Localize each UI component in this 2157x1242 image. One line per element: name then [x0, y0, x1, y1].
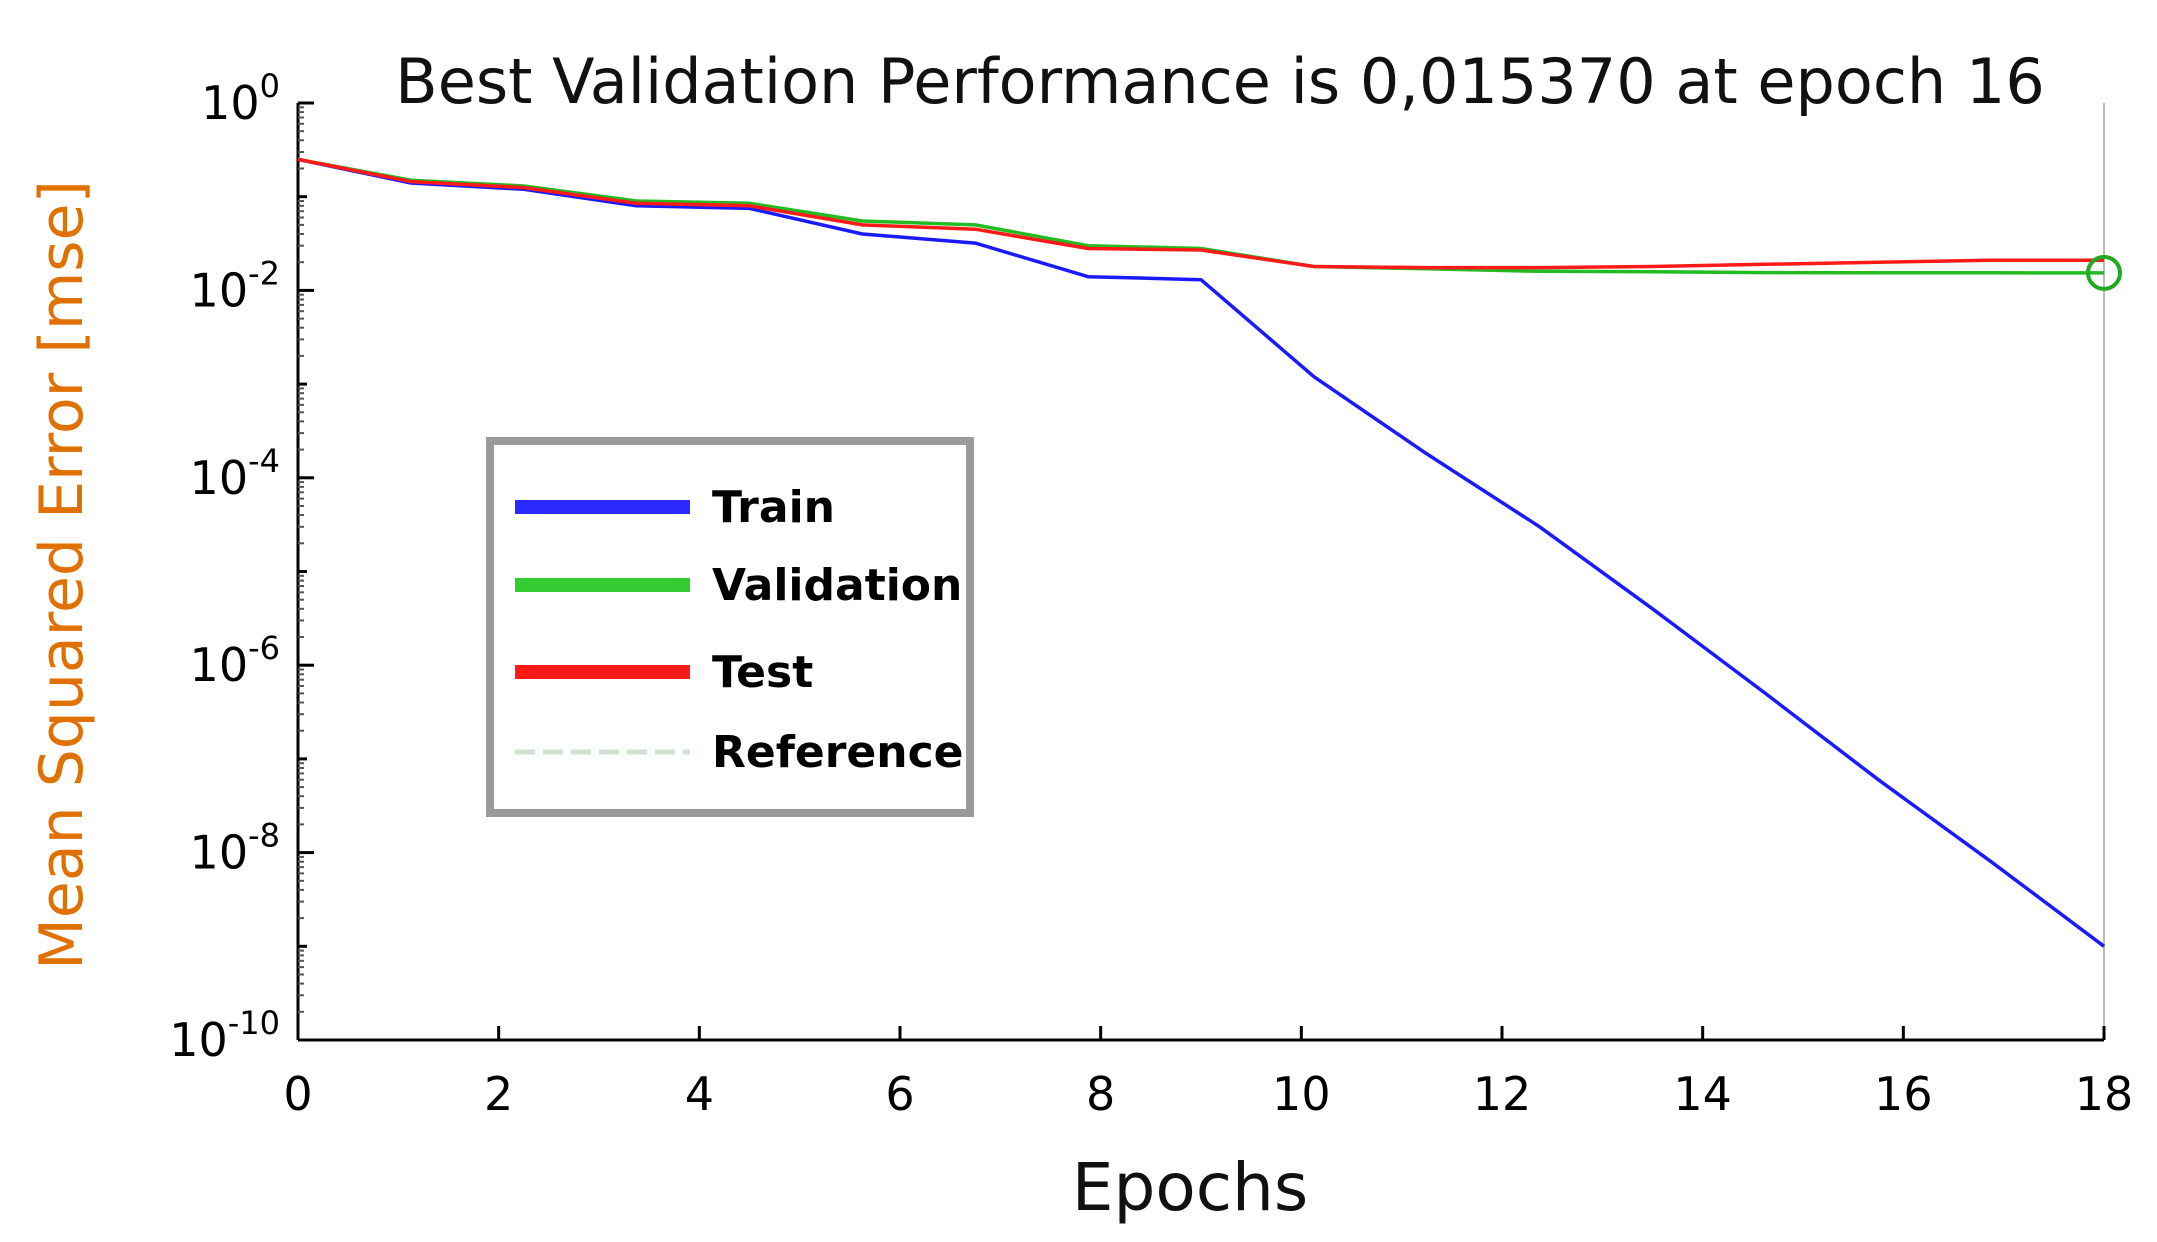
legend-label-reference: Reference: [712, 727, 964, 778]
x-tick-label: 4: [685, 1067, 714, 1121]
x-tick-label: 10: [1272, 1067, 1331, 1121]
y-tick-label: 10-6: [190, 629, 280, 692]
y-tick-label: 10-4: [190, 442, 280, 505]
x-tick-label: 0: [283, 1067, 312, 1121]
axis-ticks: [296, 101, 2106, 1042]
series-lines: [297, 157, 2106, 948]
chart-title: Best Validation Performance is 0,015370 …: [395, 45, 2045, 118]
best-point-markers: [2086, 254, 2122, 291]
series-line-train: [297, 157, 2106, 948]
y-axis-label: Mean Squared Error [mse]: [27, 180, 97, 970]
x-tick-labels: 0 2 4 6 8 10 12 14 16 18: [283, 1067, 2133, 1121]
legend-label-validation: Validation: [712, 560, 962, 611]
legend-label-train: Train: [712, 482, 835, 533]
legend: Train Validation Test Reference: [486, 437, 974, 817]
x-tick-label: 18: [2075, 1067, 2134, 1121]
x-tick-label: 8: [1086, 1067, 1115, 1121]
y-tick-label: 10-2: [190, 254, 280, 317]
y-tick-label: 10-10: [169, 1004, 280, 1067]
x-tick-label: 16: [1874, 1067, 1933, 1121]
x-tick-label: 14: [1673, 1067, 1732, 1121]
y-tick-label: 100: [201, 67, 280, 130]
series-line-validation: [297, 157, 2105, 275]
legend-label-test: Test: [712, 647, 813, 698]
y-tick-labels: 100 10-2 10-4 10-6 10-8 10-10: [169, 67, 280, 1067]
y-tick-label: 10-8: [190, 817, 280, 880]
x-tick-label: 2: [484, 1067, 513, 1121]
x-tick-label: 12: [1473, 1067, 1532, 1121]
x-axis-label: Epochs: [1072, 1149, 1308, 1226]
series-line-test: [297, 157, 2104, 270]
x-tick-label: 6: [885, 1067, 914, 1121]
best-validation-marker: [2086, 254, 2122, 291]
